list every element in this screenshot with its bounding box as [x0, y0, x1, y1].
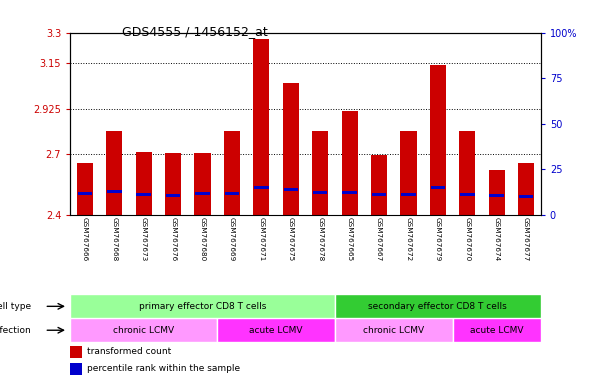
- Bar: [431, 186, 445, 189]
- Bar: [342, 191, 357, 194]
- Bar: [196, 192, 210, 195]
- Text: chronic LCMV: chronic LCMV: [113, 326, 174, 335]
- Bar: [371, 193, 386, 196]
- Text: GDS4555 / 1456152_at: GDS4555 / 1456152_at: [122, 25, 268, 38]
- Bar: [166, 194, 180, 197]
- Text: GSM767680: GSM767680: [200, 217, 205, 262]
- Bar: [489, 194, 504, 197]
- Bar: [459, 131, 475, 215]
- Bar: [165, 153, 181, 215]
- Bar: [106, 131, 122, 215]
- Text: chronic LCMV: chronic LCMV: [363, 326, 424, 335]
- Text: GSM767666: GSM767666: [82, 217, 88, 262]
- Text: percentile rank within the sample: percentile rank within the sample: [87, 364, 240, 373]
- Bar: [371, 155, 387, 215]
- Text: cell type: cell type: [0, 302, 31, 311]
- Bar: [70, 346, 82, 358]
- Text: GSM767678: GSM767678: [317, 217, 323, 262]
- Bar: [335, 318, 453, 342]
- Text: transformed count: transformed count: [87, 347, 171, 356]
- Bar: [453, 318, 541, 342]
- Bar: [254, 39, 269, 215]
- Bar: [194, 153, 211, 215]
- Bar: [70, 318, 218, 342]
- Text: GSM767672: GSM767672: [406, 217, 411, 262]
- Bar: [400, 131, 417, 215]
- Bar: [460, 193, 475, 196]
- Bar: [136, 193, 151, 196]
- Text: GSM767676: GSM767676: [170, 217, 176, 262]
- Text: secondary effector CD8 T cells: secondary effector CD8 T cells: [368, 302, 507, 311]
- Bar: [70, 362, 82, 375]
- Text: GSM767670: GSM767670: [464, 217, 470, 262]
- Bar: [401, 193, 415, 196]
- Text: GSM767671: GSM767671: [258, 217, 265, 262]
- Text: acute LCMV: acute LCMV: [249, 326, 303, 335]
- Bar: [519, 195, 533, 198]
- Bar: [218, 318, 335, 342]
- Bar: [313, 191, 327, 194]
- Text: GSM767667: GSM767667: [376, 217, 382, 262]
- Bar: [430, 65, 446, 215]
- Text: GSM767673: GSM767673: [141, 217, 147, 262]
- Bar: [489, 170, 505, 215]
- Text: GSM767674: GSM767674: [494, 217, 500, 262]
- Bar: [77, 163, 93, 215]
- Text: infection: infection: [0, 326, 31, 335]
- Bar: [283, 83, 299, 215]
- Bar: [312, 131, 328, 215]
- Bar: [107, 190, 122, 193]
- Text: acute LCMV: acute LCMV: [470, 326, 524, 335]
- Text: GSM767669: GSM767669: [229, 217, 235, 262]
- Text: GSM767677: GSM767677: [523, 217, 529, 262]
- Bar: [70, 295, 335, 318]
- Bar: [284, 188, 298, 191]
- Text: primary effector CD8 T cells: primary effector CD8 T cells: [139, 302, 266, 311]
- Bar: [254, 186, 269, 189]
- Bar: [225, 192, 240, 195]
- Bar: [224, 131, 240, 215]
- Text: GSM767675: GSM767675: [288, 217, 294, 262]
- Text: GSM767679: GSM767679: [435, 217, 441, 262]
- Bar: [518, 163, 534, 215]
- Text: GSM767668: GSM767668: [111, 217, 117, 262]
- Bar: [136, 152, 152, 215]
- Bar: [335, 295, 541, 318]
- Bar: [342, 111, 357, 215]
- Bar: [78, 192, 92, 195]
- Text: GSM767665: GSM767665: [346, 217, 353, 262]
